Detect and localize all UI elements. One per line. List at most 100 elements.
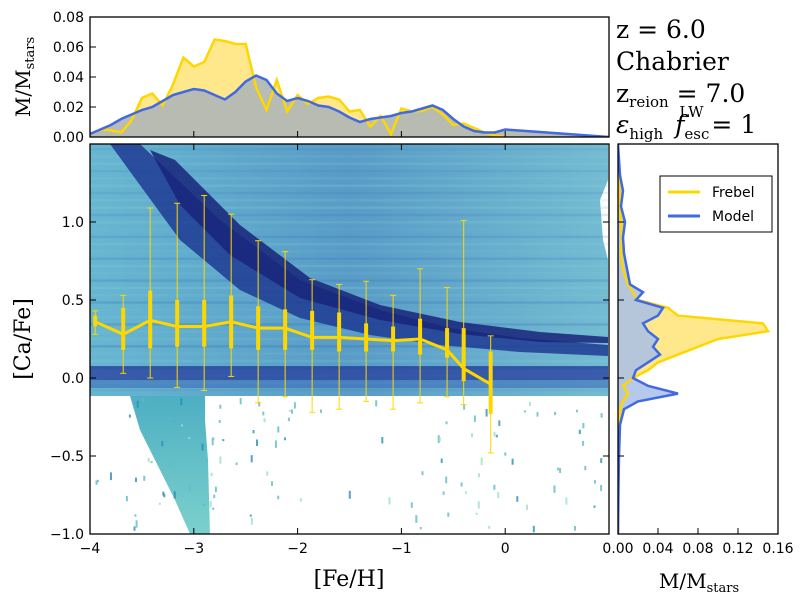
right-x-label-sub: stars bbox=[707, 581, 740, 596]
density-speckle bbox=[600, 485, 603, 492]
density-speckle bbox=[493, 431, 496, 437]
density-speckle bbox=[523, 410, 526, 413]
density-speckle bbox=[128, 414, 131, 418]
density-speckle bbox=[277, 426, 280, 433]
density-stripe bbox=[90, 191, 608, 195]
density-speckle bbox=[526, 504, 528, 510]
density-speckle bbox=[511, 458, 514, 465]
density-speckle bbox=[180, 398, 183, 406]
density-speckle bbox=[263, 418, 266, 423]
density-speckle bbox=[169, 463, 172, 467]
density-speckle bbox=[475, 512, 478, 515]
density-speckle bbox=[219, 456, 222, 464]
frebel-median-series bbox=[92, 194, 494, 454]
y-tick-label: 0.5 bbox=[62, 293, 84, 309]
density-speckle bbox=[600, 458, 603, 464]
top-panel: 0.00 0.02 0.04 0.06 0.08 bbox=[53, 10, 610, 146]
density-speckle bbox=[266, 471, 269, 476]
x-tick-label: −4 bbox=[80, 541, 101, 557]
top-y-label-main: M/M bbox=[11, 69, 35, 117]
density-speckle bbox=[143, 475, 146, 481]
density-stripe bbox=[90, 279, 608, 282]
density-speckle bbox=[134, 514, 137, 517]
density-speckle bbox=[173, 491, 176, 499]
density-speckle bbox=[157, 441, 160, 445]
density-speckle bbox=[125, 495, 128, 502]
density-stripe bbox=[90, 177, 608, 180]
density-speckle bbox=[437, 435, 440, 444]
density-speckle bbox=[320, 409, 322, 413]
density-speckle bbox=[493, 484, 496, 490]
density-speckle bbox=[203, 503, 206, 507]
density-speckle bbox=[478, 473, 480, 478]
density-speckle bbox=[287, 417, 290, 422]
density-speckle bbox=[250, 455, 253, 463]
top-histograms bbox=[90, 38, 609, 137]
density-stripe bbox=[90, 345, 608, 348]
density-speckle bbox=[559, 468, 562, 473]
density-speckle bbox=[464, 491, 467, 494]
density-speckle bbox=[136, 400, 139, 408]
annotation-feedback: εhigh fesc LW = 1 bbox=[616, 103, 756, 143]
density-speckle bbox=[594, 480, 596, 484]
top-frebel-line bbox=[90, 38, 506, 137]
main-panel: −4 −3 −2 −1 0 −1.0 −0.5 0.0 0.5 1.0 bbox=[50, 143, 610, 557]
density-speckle bbox=[388, 497, 391, 505]
density-stripe bbox=[90, 148, 608, 151]
annotation-redshift: z = 6.0 bbox=[616, 15, 706, 44]
density-speckle bbox=[142, 398, 145, 403]
density-speckle bbox=[213, 494, 216, 499]
x-axis-label: [Fe/H] bbox=[314, 567, 385, 592]
density-diagonal-band-core bbox=[150, 150, 608, 343]
y-tick-label: 1.0 bbox=[62, 215, 84, 231]
density-speckle bbox=[147, 457, 150, 463]
density-speckle bbox=[504, 452, 507, 456]
density-speckle bbox=[488, 525, 491, 529]
density-speckle bbox=[463, 404, 466, 410]
density-speckle bbox=[554, 411, 557, 416]
density-speckle bbox=[96, 479, 99, 483]
density-map bbox=[90, 144, 608, 534]
density-speckle bbox=[381, 437, 384, 444]
y-tick-label: −1.0 bbox=[50, 527, 84, 543]
top-y-tick-label: 0.08 bbox=[53, 10, 84, 26]
top-y-axis-label: M/Mstars bbox=[11, 37, 38, 117]
density-stripe bbox=[90, 286, 608, 290]
legend-model-label: Model bbox=[712, 209, 754, 225]
density-speckle bbox=[299, 498, 302, 502]
density-speckle bbox=[262, 411, 265, 416]
density-speckle bbox=[271, 481, 273, 486]
annotation-reion-val: = 7.0 bbox=[669, 79, 746, 108]
density-speckle bbox=[186, 443, 188, 451]
density-speckle bbox=[516, 496, 519, 502]
density-speckle bbox=[250, 517, 253, 525]
top-y-tick-label: 0.06 bbox=[53, 40, 84, 56]
density-stripe bbox=[90, 235, 608, 239]
density-speckle bbox=[419, 527, 422, 530]
y-tick-label: 0.0 bbox=[62, 371, 84, 387]
right-x-label-main: M/M bbox=[659, 569, 707, 593]
density-stripe bbox=[90, 169, 608, 173]
density-stripe bbox=[90, 184, 608, 187]
annotation-imf: Chabrier bbox=[616, 47, 729, 76]
right-x-tick-label: 0.16 bbox=[762, 541, 793, 557]
right-axes: 0.00 0.04 0.08 0.12 0.16 bbox=[602, 221, 794, 557]
density-speckle bbox=[277, 495, 280, 500]
density-speckle bbox=[222, 439, 225, 442]
density-speckle bbox=[495, 434, 498, 438]
density-speckle bbox=[214, 486, 217, 493]
annotation-reion-sub: reion bbox=[629, 93, 669, 111]
density-speckle bbox=[258, 401, 261, 407]
density-stripe bbox=[90, 199, 608, 202]
density-speckle bbox=[553, 485, 556, 493]
density-speckle bbox=[210, 472, 213, 477]
density-stripe bbox=[90, 206, 608, 209]
density-speckle bbox=[471, 433, 473, 438]
density-speckle bbox=[447, 512, 450, 517]
top-y-tick-label: 0.00 bbox=[53, 130, 84, 146]
density-stripe bbox=[90, 388, 608, 392]
density-stripe bbox=[90, 272, 608, 275]
density-speckle bbox=[288, 409, 291, 412]
x-tick-label: −3 bbox=[183, 541, 204, 557]
density-speckle bbox=[498, 420, 501, 426]
